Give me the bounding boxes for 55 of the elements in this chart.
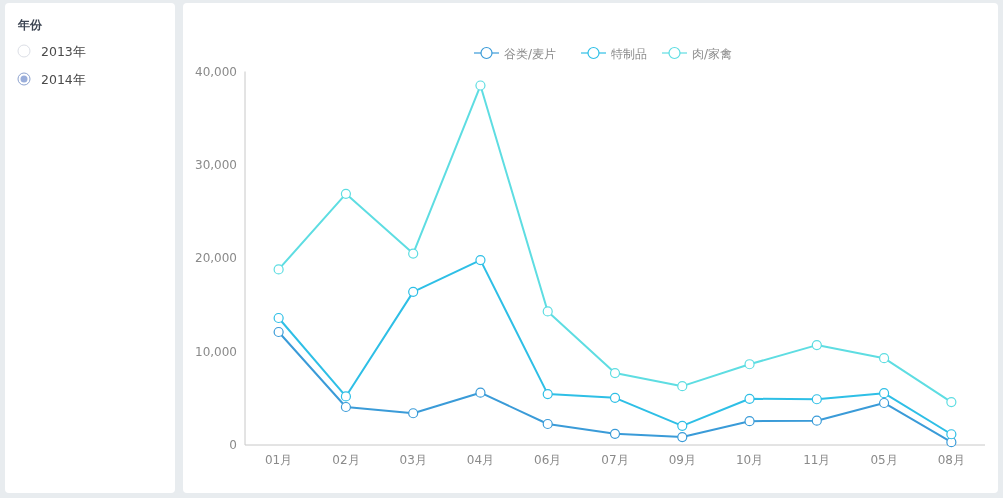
point (475, 80, 486, 91)
point (677, 431, 688, 443)
x-tick-label: 10月 (735, 453, 764, 467)
y-tick-label: 30,000 (195, 157, 237, 172)
point (811, 394, 822, 405)
point (744, 359, 755, 370)
point (609, 392, 621, 403)
point (408, 408, 419, 419)
point (878, 388, 890, 399)
point (542, 306, 553, 317)
point (408, 286, 419, 297)
x-tick-label: 02月 (332, 453, 360, 467)
point (878, 397, 890, 409)
x-tick-label: 08月 (937, 453, 965, 467)
point (273, 264, 284, 275)
point (811, 339, 822, 351)
point (744, 393, 755, 404)
y-tick-label: 10,000 (195, 344, 237, 359)
text: 2013年 (41, 43, 86, 59)
legend-label: 特制品 (611, 46, 647, 61)
point (340, 188, 352, 199)
point (542, 418, 553, 430)
point (273, 312, 284, 324)
point (609, 368, 621, 379)
x-tick-label: 03月 (399, 453, 427, 467)
y-tick-label: 40,000 (195, 64, 237, 79)
x-tick-label: 09月 (668, 453, 696, 467)
x-tick-label: 06月 (534, 453, 562, 467)
point (744, 416, 755, 427)
point (677, 381, 688, 392)
y-tick-label: 0 (229, 438, 237, 452)
legend-label: 肉/家禽 (692, 46, 733, 61)
point (677, 420, 688, 431)
point (609, 428, 621, 439)
x-tick-label: 05月 (870, 453, 898, 467)
text: 2014年 (41, 71, 86, 87)
x-tick-label: 04月 (466, 453, 495, 467)
point (542, 389, 553, 400)
point (475, 255, 486, 266)
point (946, 396, 957, 408)
point (878, 353, 890, 364)
point (408, 248, 419, 259)
x-tick-label: 01月 (265, 453, 293, 467)
point (273, 326, 284, 338)
point (811, 415, 822, 426)
point (340, 391, 352, 402)
legend-label: 谷类/麦片 (504, 46, 557, 61)
y-tick-label: 20,000 (195, 251, 237, 266)
text: 年份 (17, 18, 43, 32)
point (340, 401, 352, 413)
point (946, 437, 957, 448)
x-tick-label: 07月 (601, 453, 629, 467)
point (946, 429, 957, 440)
x-tick-label: 11月 (803, 453, 831, 467)
point (475, 387, 486, 398)
